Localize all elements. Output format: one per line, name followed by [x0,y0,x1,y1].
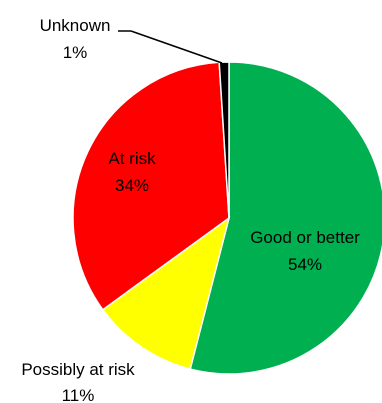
slice-value-good-or-better: 54% [288,255,322,274]
pie-slice-good-or-better [189,61,382,375]
slice-label-possibly-at-risk: Possibly at risk [21,360,135,379]
slice-value-at-risk: 34% [115,176,149,195]
unknown-leader-line-diagonal [130,30,223,64]
slice-value-unknown: 1% [63,43,88,62]
slice-label-unknown: Unknown [40,16,111,35]
pie-slice-possibly-at-risk [101,216,231,371]
slice-label-good-or-better: Good or better [250,228,360,247]
slice-label-at-risk: At risk [108,149,156,168]
pie-slices [72,61,382,375]
slice-value-possibly-at-risk: 11% [62,386,95,403]
pie-slice-at-risk [72,61,230,311]
